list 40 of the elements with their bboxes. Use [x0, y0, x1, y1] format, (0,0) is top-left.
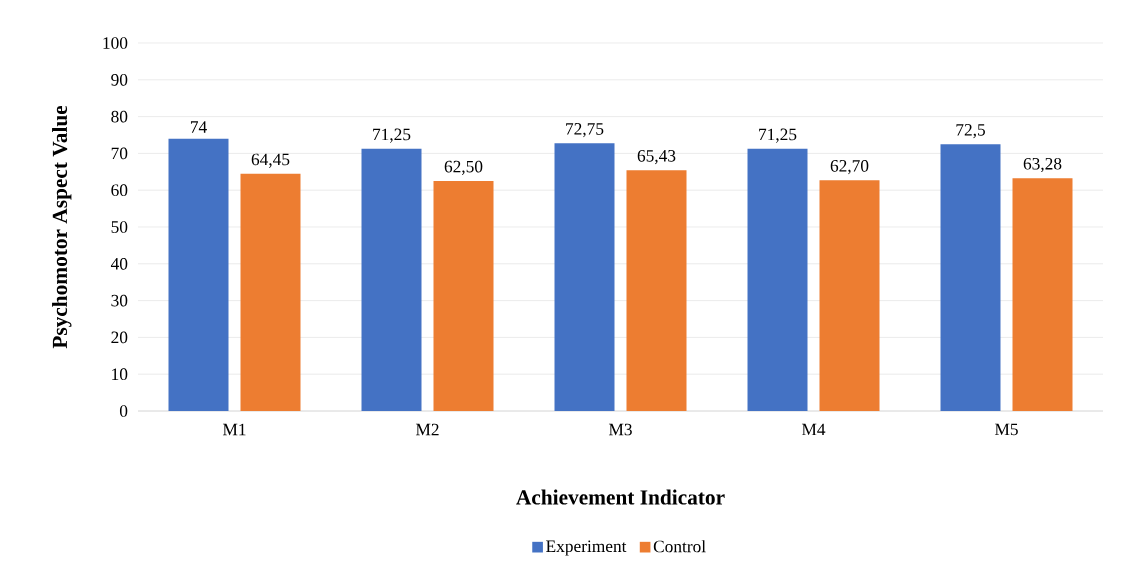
y-tick-label: 40 — [110, 257, 128, 270]
data-label: 62,50 — [444, 160, 483, 175]
x-tick-label: M1 — [222, 423, 246, 436]
y-tick-label: 90 — [111, 73, 128, 86]
x-tick-label: M5 — [994, 423, 1018, 436]
data-label: 62,70 — [830, 160, 869, 175]
data-label: 72,5 — [956, 124, 985, 139]
y-axis-title: Psychomotor Aspect Value — [52, 105, 72, 349]
bar — [361, 148, 422, 411]
bar — [240, 173, 301, 411]
data-label: 65,43 — [637, 150, 676, 165]
data-label: 72,75 — [566, 123, 604, 138]
y-tick-label: 0 — [119, 405, 128, 417]
x-axis-title: Achievement Indicator — [516, 489, 725, 505]
bar — [168, 138, 229, 411]
bar — [940, 144, 1001, 411]
y-tick-label: 30 — [111, 294, 128, 307]
data-label: 63,28 — [1023, 157, 1062, 173]
bar — [554, 143, 615, 411]
y-tick-label: 60 — [111, 184, 128, 197]
y-tick-label: 10 — [112, 368, 128, 381]
data-label: 71,25 — [373, 128, 411, 143]
bar — [819, 180, 880, 411]
y-tick-label: 80 — [111, 110, 128, 123]
y-tick-label: 50 — [111, 221, 128, 233]
bar — [747, 148, 808, 411]
bar — [626, 170, 687, 411]
x-tick-label: M3 — [608, 423, 632, 436]
legend-label: Experiment — [546, 540, 627, 556]
x-tick-label: M2 — [415, 423, 439, 436]
legend-label: Control — [653, 540, 706, 553]
data-label: 71,25 — [759, 128, 797, 143]
y-tick-label: 70 — [111, 147, 128, 160]
data-label: 64,45 — [251, 153, 290, 168]
bar — [433, 181, 494, 411]
y-tick-label: 20 — [111, 331, 128, 344]
x-tick-label: M4 — [801, 423, 826, 436]
data-label: 74 — [190, 121, 207, 133]
bar — [1012, 178, 1073, 411]
y-tick-label: 100 — [103, 37, 128, 49]
